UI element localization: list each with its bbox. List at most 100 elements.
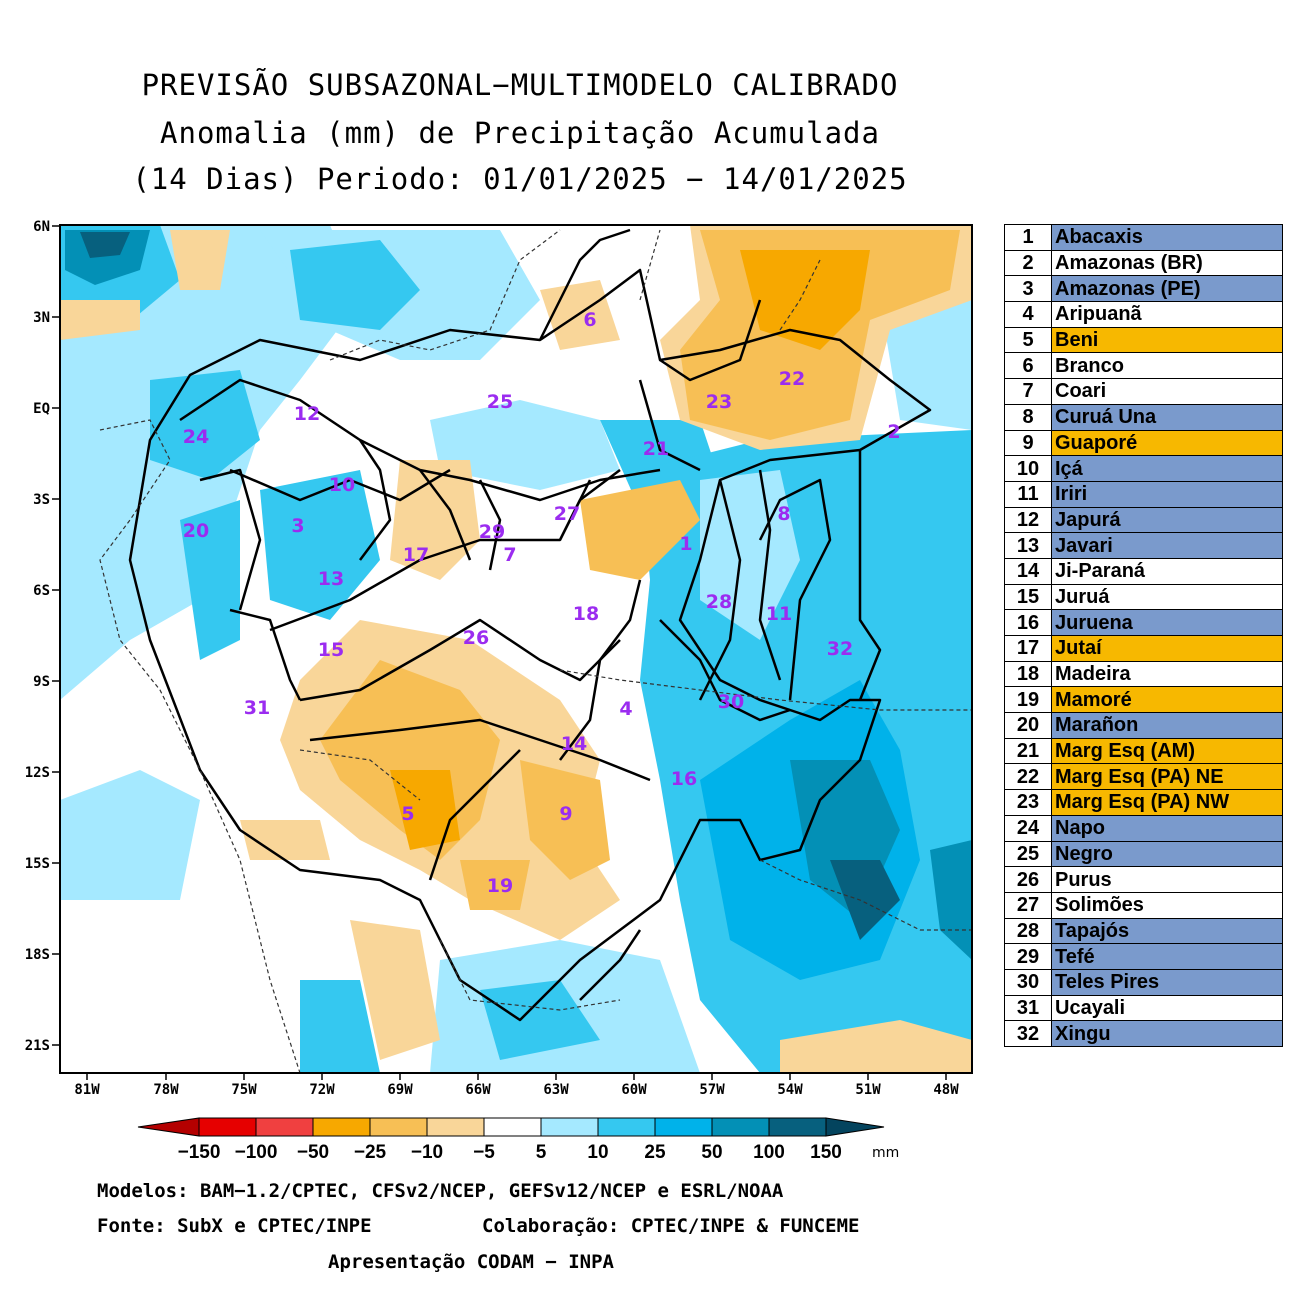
basin-label: 17: [403, 544, 429, 566]
basin-name: Ucayali: [1051, 994, 1283, 1022]
colorbar-label: 100: [753, 1142, 785, 1163]
basin-name: Guaporé: [1051, 429, 1283, 457]
basin-label: 16: [671, 768, 697, 790]
anomaly-field: [60, 225, 972, 1073]
basin-number: 24: [1004, 814, 1052, 842]
basin-legend-row: 3 Amazonas (PE): [1004, 275, 1283, 303]
lon-label: 54W: [777, 1082, 803, 1098]
basin-number: 20: [1004, 712, 1052, 739]
basin-outlines: [128, 228, 932, 1022]
lon-label: 63W: [543, 1082, 569, 1098]
colorbar-cell: [198, 1117, 257, 1137]
basin-number: 27: [1004, 891, 1052, 919]
basin-legend-row: 22 Marg Esq (PA) NE: [1004, 763, 1283, 791]
basin-legend-row: 24 Napo: [1004, 814, 1283, 842]
basin-legend-row: 32 Xingu: [1004, 1020, 1283, 1047]
basin-name: Tefé: [1051, 943, 1283, 970]
basin-label: 19: [487, 875, 513, 897]
colorbar-cell: [768, 1117, 827, 1137]
basin-legend-row: 28 Tapajós: [1004, 917, 1283, 945]
basin-name: Içá: [1051, 455, 1283, 482]
basin-number: 26: [1004, 866, 1052, 893]
basin-name: Purus: [1051, 866, 1283, 893]
basin-name: Juruá: [1051, 583, 1283, 611]
lon-label: 78W: [153, 1082, 179, 1098]
basin-legend-row: 17 Jutaí: [1004, 635, 1283, 662]
basin-legend-row: 12 Japurá: [1004, 506, 1283, 534]
basin-legend-row: 21 Marg Esq (AM): [1004, 737, 1283, 765]
basin-number: 22: [1004, 763, 1052, 791]
basin-legend-row: 29 Tefé: [1004, 943, 1283, 970]
lon-label: 72W: [309, 1082, 335, 1098]
colorbar-label: 150: [810, 1142, 842, 1163]
basin-label: 5: [401, 803, 414, 825]
basin-name: Iriri: [1051, 480, 1283, 508]
colorbar-label: −25: [354, 1142, 387, 1163]
colorbar-cell: [369, 1117, 428, 1137]
basin-number: 13: [1004, 532, 1052, 559]
longitude-ticks: [86, 1073, 947, 1080]
lon-label: 69W: [387, 1082, 413, 1098]
basin-legend-row: 15 Juruá: [1004, 583, 1283, 611]
lat-label: 3N: [33, 310, 50, 326]
lat-label: 18S: [25, 947, 50, 963]
lon-label: 57W: [699, 1082, 725, 1098]
lon-label: 48W: [933, 1082, 959, 1098]
basin-label: 4: [619, 698, 632, 720]
basin-label: 13: [318, 568, 344, 590]
lat-label: 6N: [33, 219, 50, 235]
basin-number: 1: [1004, 224, 1052, 251]
lat-label: EQ: [33, 401, 50, 417]
basin-legend-row: 31 Ucayali: [1004, 994, 1283, 1022]
basin-name: Marg Esq (PA) NW: [1051, 789, 1283, 816]
basin-label: 18: [573, 603, 599, 625]
basin-number: 17: [1004, 635, 1052, 662]
basin-name: Jutaí: [1051, 635, 1283, 662]
basin-number: 14: [1004, 557, 1052, 585]
map-title-line1: PREVISÃO SUBSAZONAL−MULTIMODELO CALIBRAD…: [141, 68, 899, 102]
colorbar-label: 50: [701, 1142, 722, 1163]
basin-label: 22: [779, 368, 805, 390]
map-frame: [59, 224, 973, 1074]
basin-name: Japurá: [1051, 506, 1283, 534]
basin-label: 21: [643, 438, 669, 460]
latitude-axis: 6N 3N EQ 3S 6S 9S 12S 15S 18S 21S: [25, 219, 50, 1054]
precipitation-anomaly-map: 6N 3N EQ 3S 6S 9S 12S 15S 18S 21S 81W 78…: [25, 219, 973, 1098]
lon-label: 60W: [621, 1082, 647, 1098]
basin-number: 23: [1004, 789, 1052, 816]
basin-name: Curuá Una: [1051, 403, 1283, 431]
basin-label: 30: [718, 691, 744, 713]
basin-number: 19: [1004, 686, 1052, 714]
basin-number: 31: [1004, 994, 1052, 1022]
colorbar-cell: [312, 1117, 371, 1137]
colorbar-label: 25: [644, 1142, 666, 1163]
basin-name: Aripuanã: [1051, 301, 1283, 328]
basin-legend-row: 6 Branco: [1004, 352, 1283, 380]
colorbar-label: −10: [411, 1142, 443, 1163]
basin-name: Juruena: [1051, 609, 1283, 636]
colorbar-cell: [654, 1117, 713, 1137]
basin-legend-row: 7 Coari: [1004, 378, 1283, 405]
basin-legend-row: 26 Purus: [1004, 866, 1283, 893]
colorbar: −150 −100 −50 −25 −10 −5 5 10 25 50 100 …: [137, 1117, 899, 1163]
basin-label: 20: [183, 520, 209, 542]
lat-label: 3S: [33, 492, 50, 508]
lon-label: 81W: [74, 1082, 100, 1098]
colorbar-cell: [137, 1117, 200, 1137]
basin-label: 23: [706, 391, 732, 413]
basin-name: Napo: [1051, 814, 1283, 842]
basin-number: 21: [1004, 737, 1052, 765]
basin-legend-row: 16 Juruena: [1004, 609, 1283, 636]
footer-models: Modelos: BAM−1.2/CPTEC, CFSv2/NCEP, GEFS…: [97, 1180, 784, 1202]
colorbar-label: 10: [587, 1142, 608, 1163]
basin-legend-row: 10 Içá: [1004, 455, 1283, 482]
basin-legend-row: 11 Iriri: [1004, 480, 1283, 508]
lon-label: 75W: [231, 1082, 257, 1098]
basin-label: 27: [554, 503, 580, 525]
basin-number: 2: [1004, 249, 1052, 277]
basin-legend-row: 2 Amazonas (BR): [1004, 249, 1283, 277]
basin-number: 28: [1004, 917, 1052, 945]
basin-name: Mamoré: [1051, 686, 1283, 714]
basin-name: Madeira: [1051, 660, 1283, 688]
basin-number: 7: [1004, 378, 1052, 405]
